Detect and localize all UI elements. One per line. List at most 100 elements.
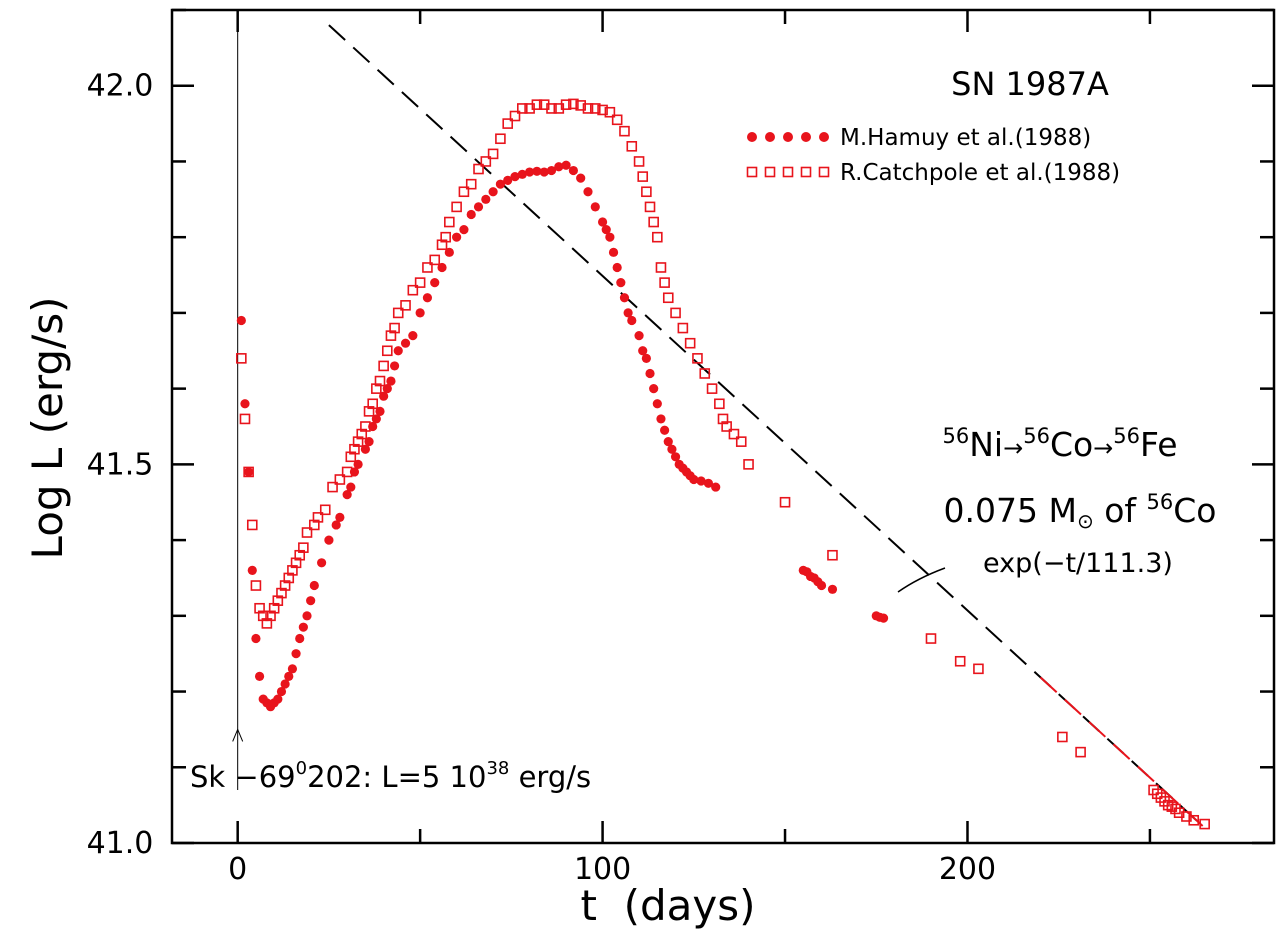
mass-value: 0.075 M xyxy=(944,491,1077,530)
catchpole-point xyxy=(265,610,276,622)
hamuy-point xyxy=(393,346,403,356)
hamuy-point xyxy=(561,160,571,170)
catchpole-point xyxy=(487,148,499,160)
y-tick-label: 41.5 xyxy=(87,447,154,482)
catchpole-point xyxy=(257,610,269,622)
catchpole-point xyxy=(575,100,586,111)
hamuy-point xyxy=(342,490,352,500)
catchpole-point xyxy=(374,375,386,387)
mass-isotope: 56 xyxy=(1147,490,1174,514)
mass-of: of xyxy=(1094,491,1147,530)
catchpole-point xyxy=(531,99,543,110)
hamuy-point xyxy=(331,520,341,530)
progenitor-prefix: Sk −69 xyxy=(190,760,296,794)
legend-marker-hamuy xyxy=(747,132,757,142)
legend: M.Hamuy et al.(1988) R.Catchpole et al.(1… xyxy=(746,125,1120,186)
y-axis-title: Log L (erg/s) xyxy=(23,297,72,560)
hamuy-point xyxy=(247,565,257,575)
legend-label-catchpole: R.Catchpole et al.(1988) xyxy=(840,160,1120,186)
hamuy-point xyxy=(324,535,334,545)
catchpole-point xyxy=(589,103,601,114)
catchpole-point xyxy=(721,421,732,432)
catchpole-point xyxy=(662,292,674,304)
progenitor-annotation: Sk −690202: L=5 1038 erg/s xyxy=(190,758,591,794)
hamuy-point xyxy=(656,414,666,424)
catchpole-point xyxy=(378,360,389,372)
hamuy-point xyxy=(488,187,498,197)
catchpole-point xyxy=(422,262,433,273)
legend-marker-hamuy xyxy=(765,132,775,142)
hamuy-point xyxy=(816,580,827,591)
hamuy-point xyxy=(554,162,564,172)
decay-chain-elem-1: Ni xyxy=(969,425,1003,464)
catchpole-point xyxy=(779,496,791,508)
catchpole-point xyxy=(619,125,630,137)
hamuy-point xyxy=(295,633,305,644)
hamuy-point xyxy=(634,331,644,341)
hamuy-point xyxy=(254,671,265,682)
catchpole-point xyxy=(1199,818,1210,830)
catchpole-point xyxy=(509,110,521,122)
decay-chain-elem-2: Co xyxy=(1050,425,1093,464)
hamuy-point xyxy=(503,175,513,185)
y-tick-label: 41.0 xyxy=(87,826,154,861)
hamuy-point xyxy=(408,331,418,341)
x-axis-title: t (days) xyxy=(580,881,755,930)
catchpole-point xyxy=(345,451,357,463)
mass-element: Co xyxy=(1173,491,1216,530)
catchpole-point xyxy=(319,504,331,516)
hamuy-point xyxy=(638,346,648,356)
decay-chain-mass-2: 56 xyxy=(1023,424,1050,448)
hamuy-point xyxy=(495,179,506,189)
hamuy-point xyxy=(663,437,673,447)
decay-chain-annotation: 56Ni→56Co→56Fe xyxy=(943,424,1178,464)
decay-chain-mass-1: 56 xyxy=(943,424,970,448)
catchpole-point xyxy=(352,436,364,447)
tick-labels: 0 100 200 41.0 41.5 42.0 xyxy=(87,69,997,887)
hamuy-point xyxy=(608,247,619,257)
catchpole-point xyxy=(458,186,470,198)
catchpole-point xyxy=(276,587,287,599)
decay-chain-mass-3: 56 xyxy=(1113,424,1140,448)
hamuy-point xyxy=(317,558,327,568)
catchpole-point xyxy=(655,262,667,273)
x-tick-label: 100 xyxy=(574,852,631,887)
catchpole-point xyxy=(356,428,368,440)
catchpole-point xyxy=(367,398,378,410)
catchpole-point xyxy=(341,466,353,478)
catchpole-point xyxy=(272,595,284,606)
hamuy-point xyxy=(660,425,670,435)
hamuy-point xyxy=(244,467,254,477)
hamuy-point xyxy=(623,308,633,318)
catchpole-point xyxy=(381,345,393,357)
hamuy-point xyxy=(616,278,626,288)
catchpole-point xyxy=(312,512,324,523)
progenitor-suffix: erg/s xyxy=(509,760,591,794)
solar-symbol: ⊙ xyxy=(1077,509,1094,533)
catchpole-point xyxy=(677,322,689,334)
mass-annotation: 0.075 M⊙ of 56Co xyxy=(944,490,1217,533)
catchpole-point xyxy=(327,481,338,493)
legend-marker-catchpole xyxy=(746,166,758,178)
catchpole-point xyxy=(451,201,462,213)
catchpole-point xyxy=(389,322,400,334)
hamuy-point xyxy=(652,399,662,409)
catchpole-point xyxy=(239,413,251,425)
catchpole-point xyxy=(1166,801,1178,812)
hamuy-point xyxy=(696,476,706,486)
explosion-marker-arrow xyxy=(232,728,244,742)
catchpole-point xyxy=(670,307,681,319)
hamuy-point xyxy=(601,225,611,235)
hamuy-point xyxy=(612,262,622,273)
y-tick-label: 42.0 xyxy=(87,69,154,104)
catchpole-point xyxy=(243,466,254,478)
hamuy-point xyxy=(466,209,476,220)
hamuy-point xyxy=(400,338,411,348)
hamuy-point xyxy=(525,167,535,177)
hamuy-point xyxy=(335,512,345,522)
catchpole-point xyxy=(246,519,258,531)
catchpole-point xyxy=(706,383,718,394)
catchpole-point xyxy=(309,519,320,531)
